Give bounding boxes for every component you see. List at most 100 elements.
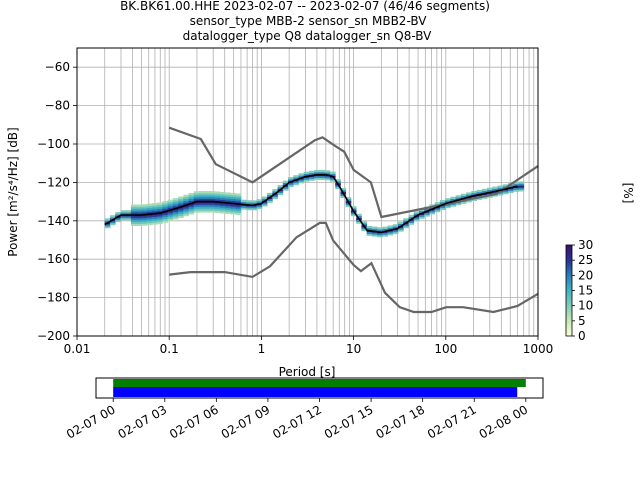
colorbar-step [566, 269, 572, 272]
density-cell [204, 192, 210, 196]
density-cell [162, 218, 168, 221]
psd-plot-area: 0.01 0.1 1 10 100 1000 −200 −180 −160 −140 −120 −1… [6, 47, 553, 379]
density-cell [136, 206, 142, 209]
density-cell [183, 196, 189, 199]
density-cell [508, 188, 514, 192]
density-cell [151, 214, 158, 217]
colorbar-step [566, 273, 572, 276]
density-cell [136, 223, 142, 226]
density-cell [392, 226, 399, 229]
density-cell [151, 218, 158, 221]
density-cell [209, 204, 216, 207]
density-cell [219, 209, 226, 212]
colorbar-step [566, 307, 572, 311]
density-cell [387, 227, 394, 230]
y-axis-ticks: −200 −180 −160 −140 −120 −100 −80 −60 [37, 60, 77, 343]
density-cell [429, 212, 436, 215]
density-cell [157, 210, 163, 213]
density-cell [235, 197, 242, 200]
series-noise_model_low [169, 221, 539, 314]
colorbar-tick-label: 5 [578, 314, 586, 328]
density-cell [518, 185, 525, 188]
density-cell [261, 196, 268, 199]
colorbar-step [566, 277, 572, 280]
density-cell [204, 202, 210, 205]
density-cell [157, 216, 163, 219]
density-cell [120, 216, 127, 219]
chart-title: BK.BK61.00.HHE 2023-02-07 -- 2023-02-07 … [120, 0, 490, 43]
density-cell [188, 194, 195, 198]
density-cell [214, 193, 221, 196]
density-cell [235, 208, 242, 212]
colorbar-step [566, 331, 572, 335]
density-cell [225, 209, 231, 213]
density-cell [109, 222, 116, 226]
density-cell [403, 220, 409, 223]
density-cell [303, 179, 310, 182]
density-cell [439, 200, 446, 203]
density-cell [450, 204, 457, 207]
density-cell [303, 173, 310, 176]
series-lines [104, 126, 539, 314]
density-cell [356, 219, 362, 222]
density-cell [199, 206, 205, 209]
density-cell [209, 206, 216, 209]
density-cell [413, 211, 420, 214]
density-cell [340, 195, 347, 198]
density-cell [366, 233, 373, 236]
x-axis-label: Period [s] [279, 365, 336, 379]
y-tick-label: −180 [37, 291, 70, 305]
density-cell [151, 208, 158, 212]
density-cell [188, 208, 195, 211]
timeline-tick-label: 02-07 15 [322, 402, 376, 441]
density-cell [324, 172, 331, 175]
density-cell [172, 203, 179, 207]
density-cell [288, 182, 294, 186]
density-cell [445, 198, 451, 201]
density-cell [418, 210, 425, 214]
density-cell [382, 234, 388, 237]
density-cell [377, 234, 383, 238]
density-cell [178, 200, 184, 203]
density-cell [178, 196, 184, 199]
density-cell [345, 202, 352, 206]
density-cell [172, 217, 179, 220]
density-cell [298, 181, 305, 184]
density-cell [235, 212, 242, 215]
density-cell [172, 211, 179, 214]
density-cell [151, 210, 158, 214]
density-cell [308, 176, 315, 179]
density-cell [424, 212, 430, 215]
density-cell [141, 219, 148, 222]
density-cell [193, 208, 200, 211]
density-cell [335, 181, 341, 184]
density-cell [272, 191, 278, 194]
density-cell [188, 200, 195, 203]
density-cell [335, 184, 341, 188]
density-cell [167, 203, 174, 206]
density-cell [172, 198, 179, 201]
density-cell [120, 217, 127, 221]
density-cell [460, 193, 467, 197]
density-cell [267, 194, 273, 198]
density-cell [335, 186, 341, 190]
density-cell [246, 202, 252, 205]
colorbar-step [566, 285, 572, 288]
density-cell [424, 214, 430, 217]
timeline-tick-label: 02-07 06 [167, 402, 221, 441]
density-cell [136, 217, 142, 221]
density-cell [146, 205, 153, 208]
density-cell [418, 216, 425, 219]
density-cell [146, 217, 153, 220]
density-cell [481, 196, 488, 199]
density-cell [172, 205, 179, 209]
density-cell [319, 177, 326, 180]
density-cell [518, 189, 525, 192]
density-cell [230, 208, 237, 211]
density-cell [497, 193, 504, 196]
density-cell [199, 194, 205, 198]
colorbar-step [566, 295, 572, 298]
density-cell [157, 204, 163, 207]
